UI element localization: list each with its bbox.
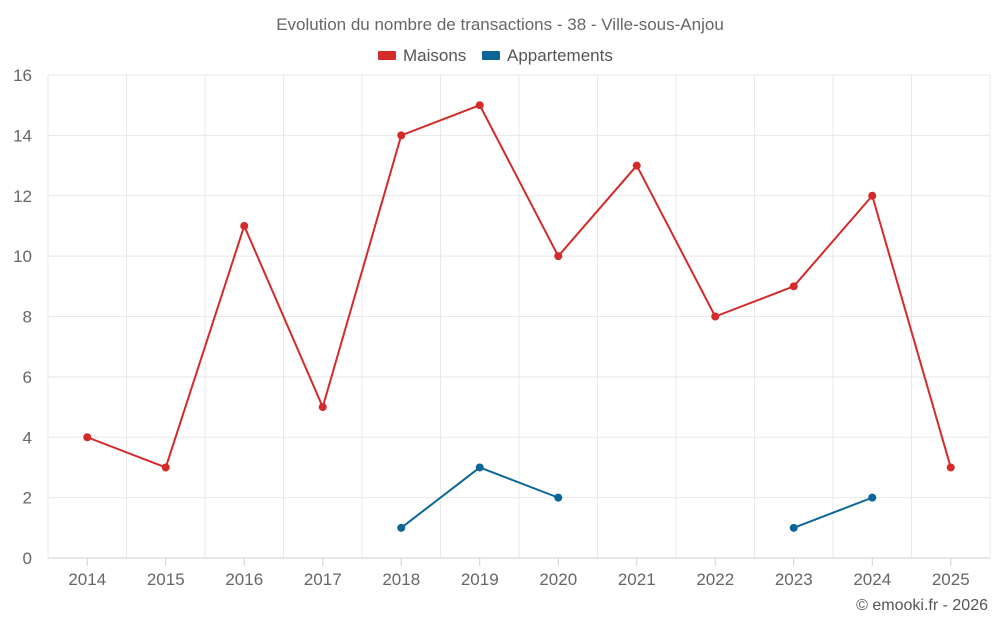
point-maisons-2020[interactable]: [554, 252, 563, 261]
point-appartements-2023[interactable]: [789, 523, 798, 532]
legend-label-maisons: Maisons: [403, 46, 466, 65]
legend: Maisons Appartements: [378, 46, 613, 65]
point-maisons-2019[interactable]: [475, 101, 484, 110]
x-tick-label-2014: 2014: [68, 570, 106, 589]
y-tick-label: 16: [13, 66, 32, 85]
point-maisons-2024[interactable]: [868, 191, 877, 200]
legend-swatch-appartements: [482, 51, 500, 60]
y-tick-label: 8: [23, 308, 32, 327]
x-tick-label-2022: 2022: [696, 570, 734, 589]
point-maisons-2016[interactable]: [240, 221, 249, 230]
x-tick-label-2018: 2018: [382, 570, 420, 589]
legend-label-appartements: Appartements: [507, 46, 613, 65]
x-tick-label-2020: 2020: [539, 570, 577, 589]
x-tick-label-2025: 2025: [932, 570, 970, 589]
y-tick-label: 14: [13, 126, 32, 145]
axes: 0 2 4 6 8 10 12 14 16 2014 2015 2016 2017 2018 2019 202…: [13, 66, 990, 589]
x-tick-label-2021: 2021: [618, 570, 656, 589]
y-tick-label: 0: [23, 549, 32, 568]
series: [83, 101, 955, 532]
point-maisons-2017[interactable]: [318, 403, 327, 412]
series-maisons: [83, 101, 955, 472]
x-tick-label-2015: 2015: [147, 570, 185, 589]
point-maisons-2014[interactable]: [83, 433, 92, 442]
y-tick-label: 4: [23, 428, 32, 447]
point-maisons-2021[interactable]: [632, 161, 641, 170]
y-tick-label: 12: [13, 187, 32, 206]
point-maisons-2018[interactable]: [397, 131, 406, 140]
legend-item-appartements[interactable]: Appartements: [482, 46, 613, 65]
point-appartements-2019[interactable]: [475, 463, 484, 472]
point-maisons-2022[interactable]: [711, 312, 720, 321]
series-line-appartements-1: [792, 496, 874, 529]
point-appartements-2020[interactable]: [554, 493, 563, 502]
series-line-maisons-0: [86, 104, 952, 469]
series-appartements: [397, 463, 877, 532]
point-maisons-2015[interactable]: [161, 463, 170, 472]
x-tick-label-2023: 2023: [775, 570, 813, 589]
y-tick-label: 10: [13, 247, 32, 266]
x-tick-label-2019: 2019: [461, 570, 499, 589]
credit-text: © emooki.fr - 2026: [856, 597, 988, 614]
chart-title: Evolution du nombre de transactions - 38…: [276, 15, 724, 34]
point-maisons-2025[interactable]: [946, 463, 955, 472]
grid: [47, 74, 991, 558]
y-tick-label: 6: [23, 368, 32, 387]
x-tick-label-2024: 2024: [853, 570, 891, 589]
y-tick-label: 2: [23, 489, 32, 508]
point-maisons-2023[interactable]: [789, 282, 798, 291]
point-appartements-2018[interactable]: [397, 523, 406, 532]
legend-swatch-maisons: [378, 51, 396, 60]
point-appartements-2024[interactable]: [868, 493, 877, 502]
legend-item-maisons[interactable]: Maisons: [378, 46, 466, 65]
x-tick-label-2017: 2017: [304, 570, 342, 589]
x-tick-label-2016: 2016: [225, 570, 263, 589]
